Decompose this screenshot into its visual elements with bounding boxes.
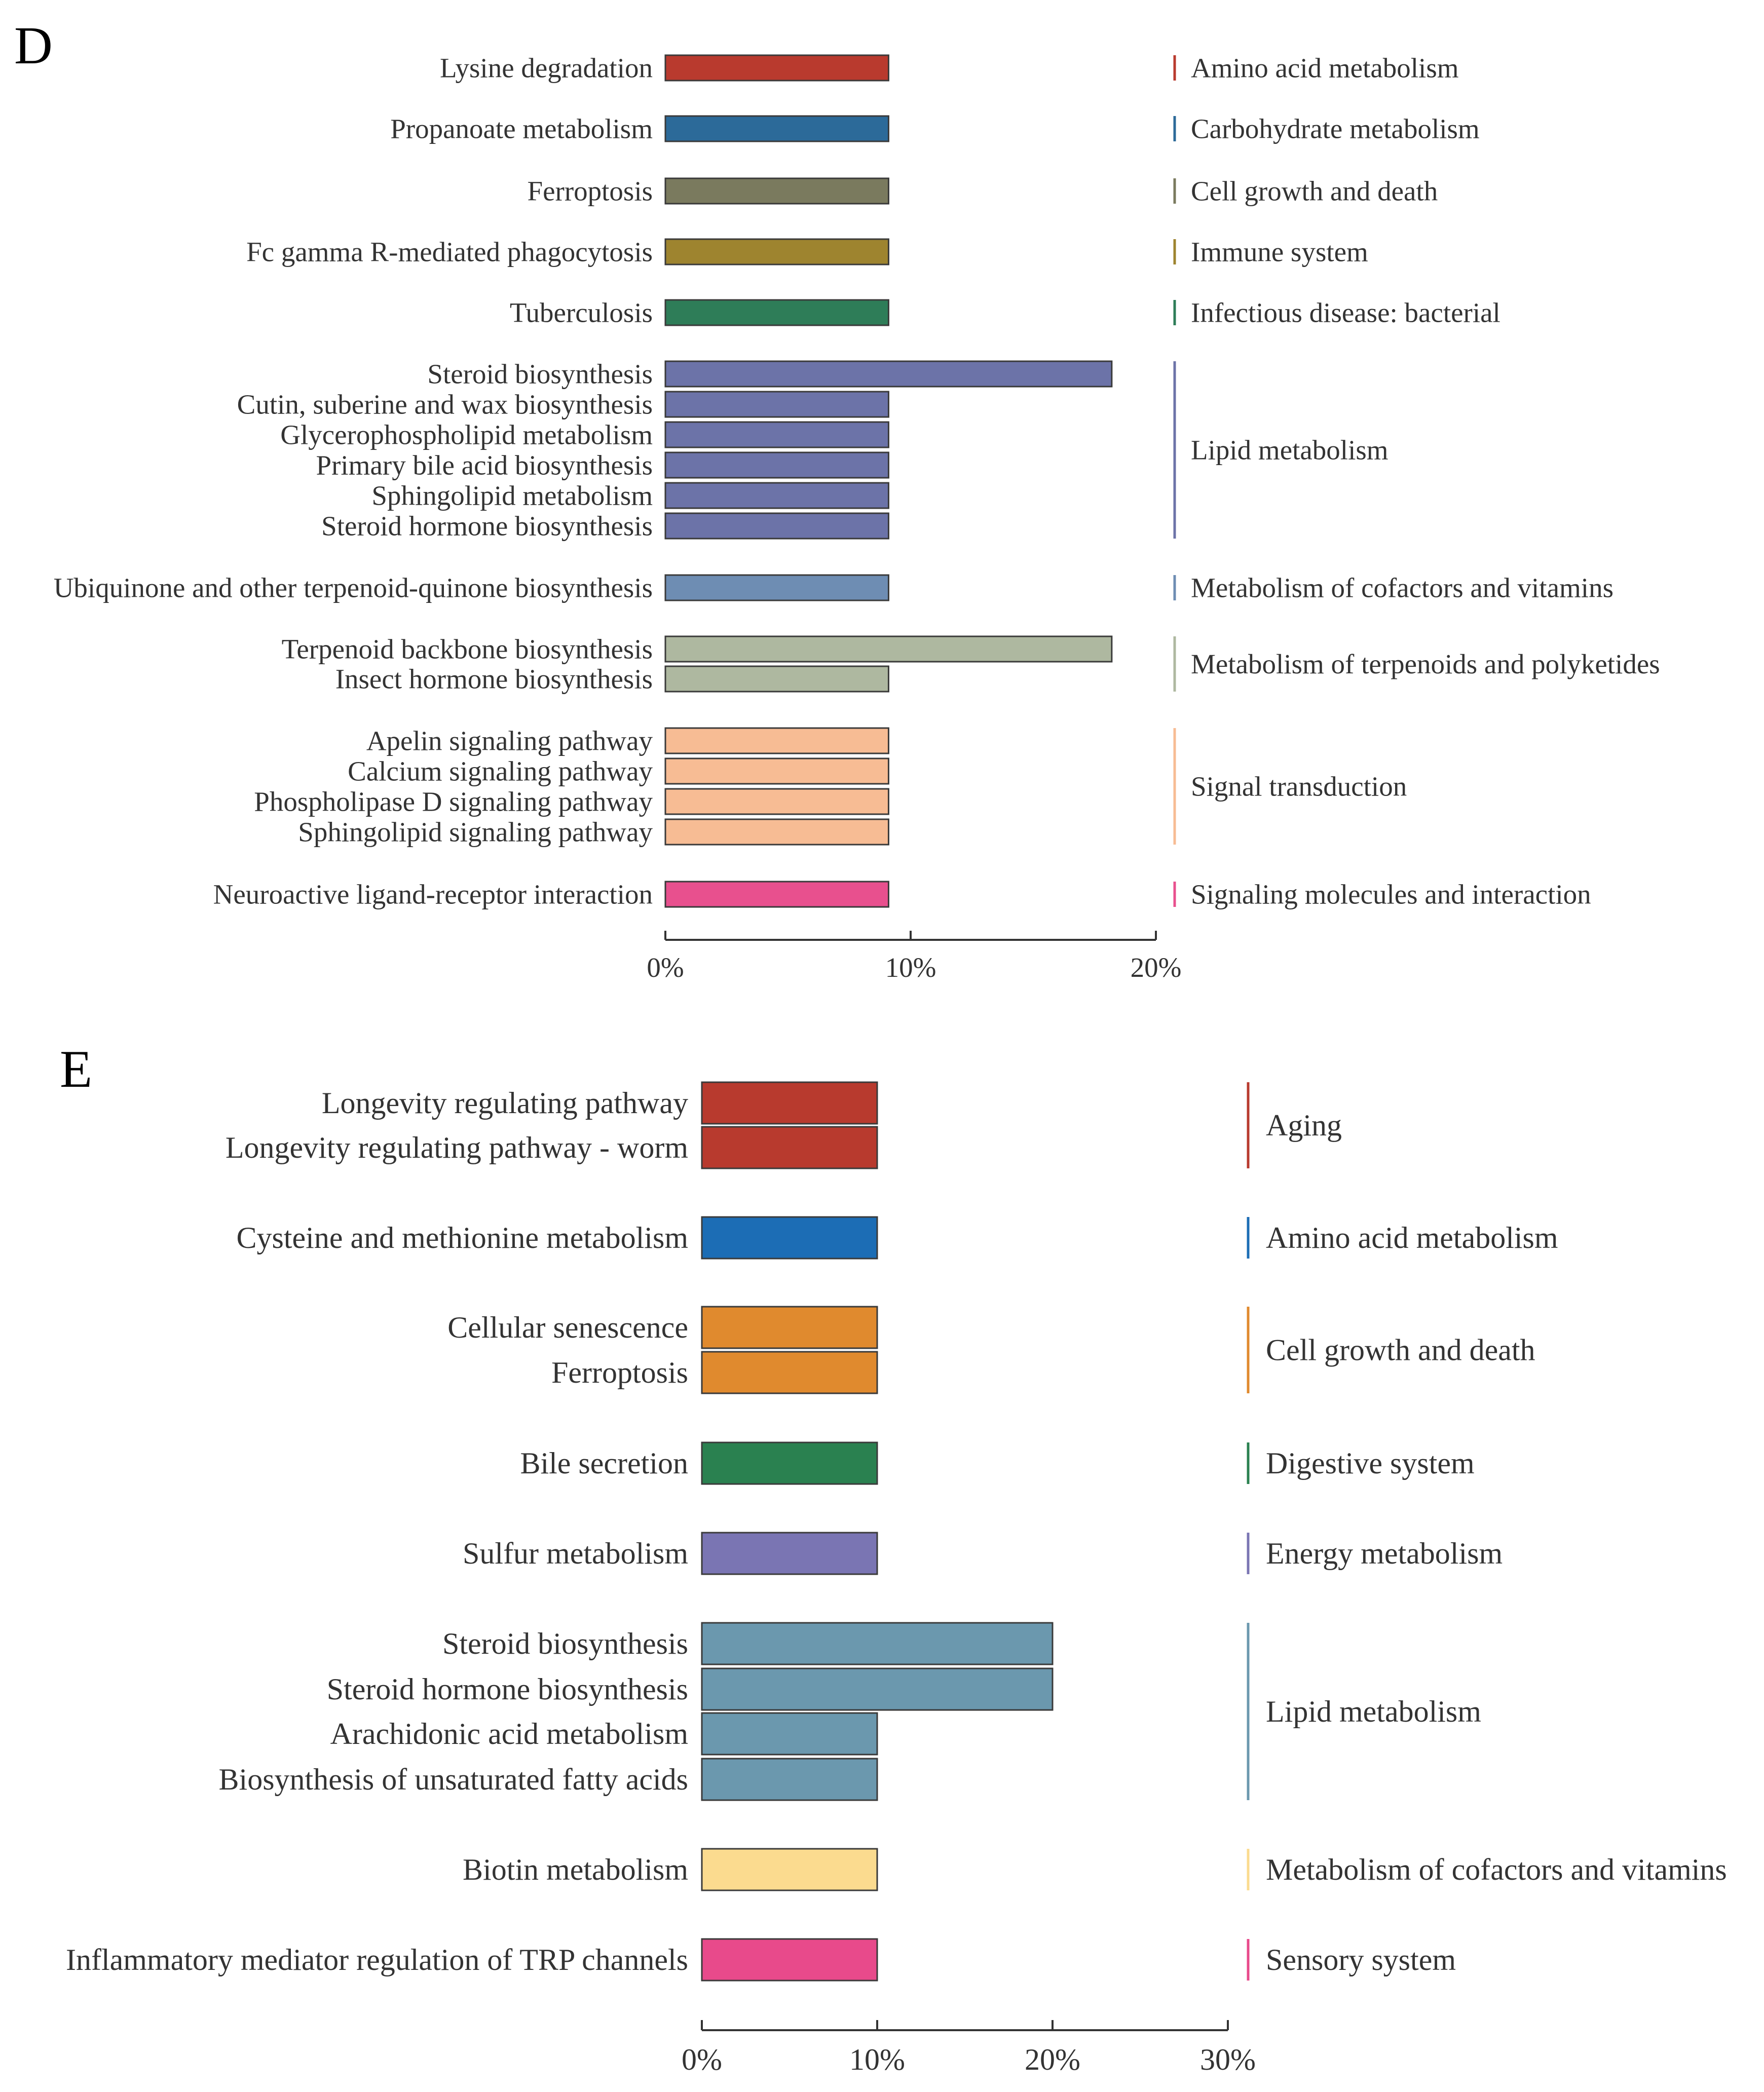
bar-tuberculosis: [664, 299, 889, 326]
bar-terpenoid-backbone-biosynthesis: [664, 635, 1113, 663]
bar-label-sphingolipid-signaling-pathway: Sphingolipid signaling pathway: [298, 817, 653, 848]
group-label-metabolism-of-cofactors-and-vitamins: Metabolism of cofactors and vitamins: [1266, 1853, 1727, 1886]
bar-label-bile-secretion: Bile secretion: [520, 1447, 688, 1480]
group-label-infectious-disease-bacterial: Infectious disease: bacterial: [1191, 297, 1500, 328]
x-tick-label-1: 10%: [849, 2043, 905, 2076]
bar-label-ferroptosis: Ferroptosis: [551, 1356, 688, 1389]
bar-label-propanoate-metabolism: Propanoate metabolism: [390, 113, 653, 144]
bar-label-longevity-regulating-pathway-worm: Longevity regulating pathway - worm: [226, 1131, 688, 1164]
group-label-amino-acid-metabolism: Amino acid metabolism: [1266, 1221, 1558, 1254]
bar-propanoate-metabolism: [664, 115, 889, 142]
group-label-energy-metabolism: Energy metabolism: [1266, 1537, 1503, 1570]
group-label-digestive-system: Digestive system: [1266, 1447, 1475, 1480]
bar-label-biotin-metabolism: Biotin metabolism: [463, 1853, 688, 1886]
bar-longevity-regulating-pathway-worm: [701, 1126, 878, 1169]
panel-e-label: E: [60, 1039, 92, 1098]
bar-bile-secretion: [701, 1441, 878, 1485]
bar-ferroptosis: [701, 1351, 878, 1394]
group-label-amino-acid-metabolism: Amino acid metabolism: [1191, 53, 1459, 84]
group-label-metabolism-of-terpenoids-and-polyketides: Metabolism of terpenoids and polyketides: [1191, 649, 1660, 679]
bar-primary-bile-acid-biosynthesis: [664, 451, 889, 479]
bar-label-fc-gamma-r-mediated-phagocytosis: Fc gamma R-mediated phagocytosis: [246, 237, 653, 268]
bar-steroid-biosynthesis: [701, 1622, 1054, 1665]
bar-sphingolipid-metabolism: [664, 482, 889, 509]
bar-cutin-suberine-and-wax-biosynthesis: [664, 391, 889, 418]
bar-label-neuroactive-ligand-receptor-interaction: Neuroactive ligand-receptor interaction: [213, 879, 653, 910]
bar-label-insect-hormone-biosynthesis: Insect hormone biosynthesis: [335, 664, 653, 695]
bar-label-terpenoid-backbone-biosynthesis: Terpenoid backbone biosynthesis: [282, 634, 653, 665]
group-label-carbohydrate-metabolism: Carbohydrate metabolism: [1191, 113, 1480, 144]
bar-inflammatory-mediator-regulation-of-trp-channels: [701, 1938, 878, 1982]
bar-steroid-biosynthesis: [664, 360, 1113, 388]
x-tick-label-2: 20%: [1131, 952, 1182, 983]
bar-sulfur-metabolism: [701, 1532, 878, 1575]
bar-phospholipase-d-signaling-pathway: [664, 788, 889, 815]
x-tick-label-1: 10%: [885, 952, 936, 983]
bar-arachidonic-acid-metabolism: [701, 1712, 878, 1756]
bar-neuroactive-ligand-receptor-interaction: [664, 881, 889, 908]
group-label-lipid-metabolism: Lipid metabolism: [1266, 1695, 1481, 1728]
bar-steroid-hormone-biosynthesis: [701, 1667, 1054, 1711]
x-tick-label-2: 20%: [1025, 2043, 1080, 2076]
group-label-aging: Aging: [1266, 1109, 1342, 1142]
bar-label-steroid-biosynthesis: Steroid biosynthesis: [442, 1627, 688, 1660]
bar-ubiquinone-and-other-terpenoid-quinone-biosynthesis: [664, 574, 889, 601]
bar-label-steroid-hormone-biosynthesis: Steroid hormone biosynthesis: [327, 1672, 688, 1706]
group-label-metabolism-of-cofactors-and-vitamins: Metabolism of cofactors and vitamins: [1191, 573, 1613, 603]
bar-label-sphingolipid-metabolism: Sphingolipid metabolism: [371, 480, 653, 511]
panel-e-chart: E Longevity regulating pathway Longevity …: [60, 1039, 1727, 2076]
bar-insect-hormone-biosynthesis: [664, 665, 889, 693]
bar-label-inflammatory-mediator-regulation-of-trp-channels: Inflammatory mediator regulation of TRP …: [66, 1943, 688, 1976]
group-label-cell-growth-and-death: Cell growth and death: [1266, 1334, 1535, 1367]
bar-biosynthesis-of-unsaturated-fatty-acids: [701, 1758, 878, 1801]
x-tick-label-0: 0%: [682, 2043, 722, 2076]
bar-cellular-senescence: [701, 1306, 878, 1349]
bar-label-steroid-biosynthesis: Steroid biosynthesis: [427, 359, 653, 390]
x-tick-label-3: 30%: [1200, 2043, 1256, 2076]
bar-label-cysteine-and-methionine-metabolism: Cysteine and methionine metabolism: [236, 1221, 688, 1254]
bar-ferroptosis: [664, 177, 889, 205]
bar-label-primary-bile-acid-biosynthesis: Primary bile acid biosynthesis: [316, 450, 653, 481]
bar-label-glycerophospholipid-metabolism: Glycerophospholipid metabolism: [280, 420, 653, 450]
bar-fc-gamma-r-mediated-phagocytosis: [664, 238, 889, 265]
bar-label-lysine-degradation: Lysine degradation: [440, 53, 653, 84]
bar-label-arachidonic-acid-metabolism: Arachidonic acid metabolism: [330, 1717, 688, 1751]
group-label-signal-transduction: Signal transduction: [1191, 771, 1407, 802]
bar-cysteine-and-methionine-metabolism: [701, 1216, 878, 1260]
bar-apelin-signaling-pathway: [664, 727, 889, 754]
bar-steroid-hormone-biosynthesis: [664, 512, 889, 540]
bar-label-longevity-regulating-pathway: Longevity regulating pathway: [322, 1086, 688, 1120]
bar-label-steroid-hormone-biosynthesis: Steroid hormone biosynthesis: [321, 511, 653, 542]
bar-label-tuberculosis: Tuberculosis: [510, 297, 653, 328]
group-label-sensory-system: Sensory system: [1266, 1943, 1456, 1976]
group-label-lipid-metabolism: Lipid metabolism: [1191, 435, 1388, 466]
bar-label-sulfur-metabolism: Sulfur metabolism: [463, 1537, 688, 1570]
panel-d-chart: D Lysine degradation Amino acid metabolis…: [14, 16, 1660, 983]
bar-label-biosynthesis-of-unsaturated-fatty-acids: Biosynthesis of unsaturated fatty acids: [219, 1763, 688, 1796]
bar-label-cutin-suberine-and-wax-biosynthesis: Cutin, suberine and wax biosynthesis: [237, 389, 653, 420]
bar-lysine-degradation: [664, 54, 889, 82]
bar-calcium-signaling-pathway: [664, 757, 889, 785]
bar-longevity-regulating-pathway: [701, 1081, 878, 1125]
bar-biotin-metabolism: [701, 1848, 878, 1891]
bar-label-phospholipase-d-signaling-pathway: Phospholipase D signaling pathway: [254, 786, 653, 817]
panel-d-label: D: [14, 16, 53, 75]
group-label-signaling-molecules-and-interaction: Signaling molecules and interaction: [1191, 879, 1591, 910]
bar-label-ubiquinone-and-other-terpenoid-quinone-biosynthesis: Ubiquinone and other terpenoid-quinone b…: [54, 573, 653, 603]
group-label-immune-system: Immune system: [1191, 237, 1368, 268]
bar-label-ferroptosis: Ferroptosis: [528, 176, 653, 207]
bar-sphingolipid-signaling-pathway: [664, 818, 889, 846]
bar-label-apelin-signaling-pathway: Apelin signaling pathway: [366, 726, 653, 756]
bar-label-calcium-signaling-pathway: Calcium signaling pathway: [348, 756, 653, 787]
group-label-cell-growth-and-death: Cell growth and death: [1191, 176, 1438, 207]
x-tick-label-0: 0%: [647, 952, 684, 983]
bar-label-cellular-senescence: Cellular senescence: [447, 1311, 688, 1344]
bar-glycerophospholipid-metabolism: [664, 421, 889, 448]
